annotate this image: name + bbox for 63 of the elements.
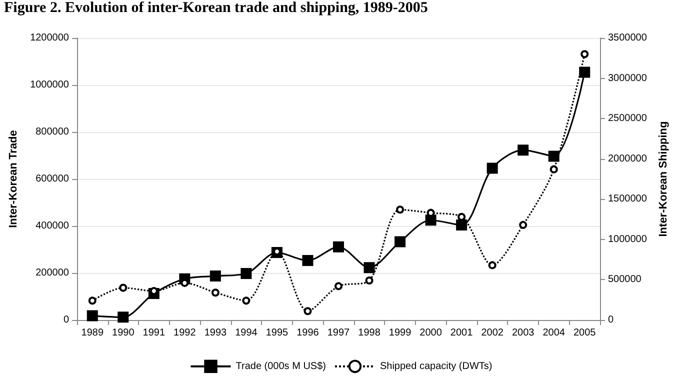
- y2-tick-label: 1500000: [608, 194, 648, 205]
- point: [519, 220, 528, 229]
- x-tick-label: 1999: [388, 328, 412, 338]
- point: [118, 312, 129, 323]
- x-tick-label: 2005: [573, 328, 596, 338]
- y2-axis-title: Inter-Korean Shipping: [658, 121, 670, 237]
- x-tick-label: 1998: [358, 328, 381, 338]
- point: [88, 296, 96, 305]
- x-tick-label: 1995: [266, 328, 289, 338]
- y-tick-label: 0: [63, 314, 70, 326]
- y2-tick-label: 3000000: [608, 72, 648, 84]
- point: [548, 150, 560, 162]
- point: [456, 220, 468, 231]
- y-tick-label: 400000: [36, 220, 70, 232]
- point: [518, 144, 529, 156]
- y2-tick-label: 0: [608, 314, 614, 326]
- y-tick-label: 1000000: [30, 80, 70, 90]
- point: [86, 310, 98, 322]
- x-tick-label: 1996: [296, 328, 320, 338]
- x-tick-label: 2001: [450, 328, 474, 338]
- x-tick-label: 1994: [235, 328, 258, 338]
- point: [486, 162, 498, 174]
- y-tick-label: 200000: [36, 268, 70, 278]
- x-tick-label: 2002: [481, 328, 504, 338]
- y2-tick-label: 2000000: [608, 153, 648, 164]
- x-tick-label: 2003: [512, 328, 535, 338]
- y2-tick-label: 3500000: [608, 32, 648, 44]
- x-tick-label: 1993: [204, 328, 227, 338]
- y-tick-label: 800000: [36, 126, 70, 138]
- y-tick-label: 600000: [36, 174, 70, 184]
- point: [425, 214, 436, 226]
- point: [302, 255, 314, 266]
- point: [242, 296, 250, 305]
- point: [488, 261, 496, 270]
- point: [240, 268, 252, 279]
- point: [394, 236, 406, 248]
- point: [579, 66, 590, 78]
- y2-tick-label: 500000: [608, 274, 642, 286]
- y2-tick-label: 1000000: [608, 234, 648, 245]
- y2-tick-label: 2500000: [608, 113, 648, 124]
- point: [580, 50, 589, 58]
- point: [364, 262, 375, 274]
- point: [210, 270, 221, 282]
- point: [211, 288, 220, 297]
- legend-label: Trade (000s M US$): [236, 360, 326, 372]
- point: [396, 206, 404, 214]
- x-tick-label: 1992: [174, 328, 196, 338]
- point: [334, 282, 342, 290]
- point: [333, 241, 344, 252]
- x-tick-label: 1989: [81, 328, 104, 338]
- x-tick-label: 1991: [142, 328, 166, 338]
- y-axis-title: Inter-Korean Trade: [8, 130, 20, 228]
- legend-label: Shipped capacity (DWTs): [380, 360, 492, 372]
- x-tick-label: 2000: [420, 328, 442, 338]
- point: [550, 165, 558, 174]
- point: [365, 276, 374, 285]
- point: [119, 284, 128, 292]
- chart-title: Figure 2. Evolution of inter-Korean trade and shipping, 1989-2005: [4, 0, 428, 17]
- y-tick-label: 1200000: [30, 32, 70, 44]
- point: [304, 307, 312, 316]
- x-tick-label: 1990: [112, 328, 135, 338]
- x-tick-label: 2004: [542, 328, 566, 338]
- x-tick-label: 1997: [327, 328, 350, 338]
